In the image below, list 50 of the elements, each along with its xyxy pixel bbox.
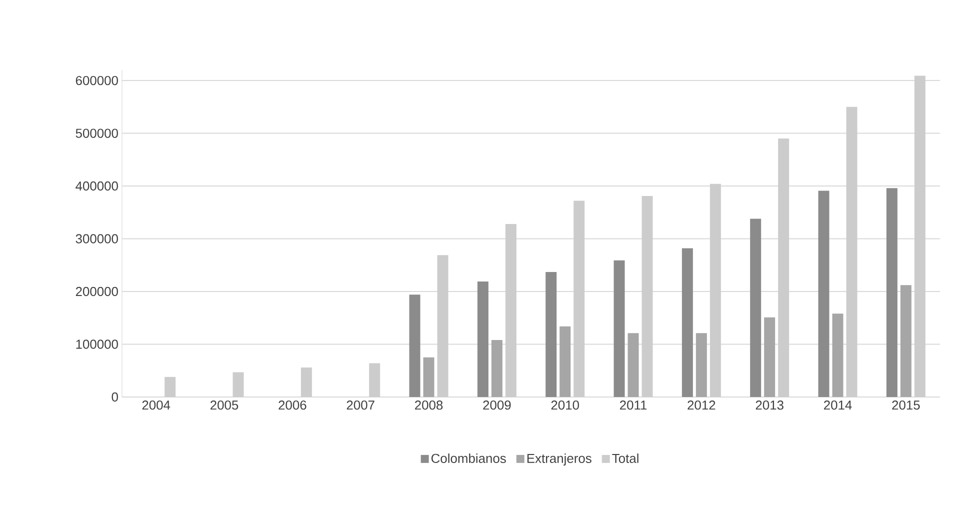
legend-label: Total	[612, 453, 638, 463]
x-tick-label: 2009	[483, 400, 511, 410]
y-tick-label: 200000	[76, 286, 118, 296]
y-tick-label: 300000	[76, 234, 118, 244]
legend-label: Extranjeros	[527, 453, 592, 466]
bar	[505, 224, 516, 397]
x-tick-label: 2007	[346, 400, 374, 410]
bar	[232, 372, 244, 397]
x-tick-label: 2014	[824, 400, 852, 410]
bar	[764, 317, 776, 397]
x-tick-label: 2010	[551, 400, 579, 410]
x-tick-label: 2008	[415, 400, 443, 410]
y-tick-label: 100000	[76, 340, 118, 349]
bar	[900, 285, 912, 397]
bar	[437, 255, 448, 397]
bar	[369, 363, 380, 397]
x-tick-label: 2013	[756, 400, 784, 410]
bar	[477, 281, 488, 397]
y-tick-label: 400000	[76, 181, 118, 191]
bar	[886, 188, 898, 397]
bar	[628, 333, 639, 397]
bar	[560, 326, 571, 397]
bar	[710, 184, 721, 397]
x-tick-label: 2011	[620, 400, 647, 410]
bar	[409, 294, 420, 397]
x-tick-label: 2004	[142, 400, 170, 410]
x-tick-label: 2015	[892, 400, 920, 410]
bar	[546, 272, 557, 397]
bar	[914, 76, 926, 397]
x-tick-label: 2012	[688, 400, 716, 410]
bar	[682, 248, 693, 397]
bar	[832, 314, 844, 397]
bar	[491, 340, 502, 397]
bar	[818, 190, 830, 397]
bar	[423, 357, 434, 397]
bar	[696, 333, 707, 397]
y-tick-label: 600000	[76, 76, 118, 86]
bar	[778, 138, 790, 397]
bar	[846, 106, 858, 397]
legend-label: Colombianos	[431, 453, 506, 463]
bar	[614, 260, 625, 397]
y-tick-label: 500000	[76, 128, 118, 138]
x-tick-label: 2006	[278, 400, 306, 410]
bar	[750, 218, 762, 397]
x-tick-label: 2005	[210, 400, 238, 410]
bar	[300, 367, 312, 397]
bar	[164, 376, 176, 397]
bar	[574, 200, 585, 397]
bar	[642, 196, 653, 397]
y-tick-label: 0	[112, 392, 118, 402]
